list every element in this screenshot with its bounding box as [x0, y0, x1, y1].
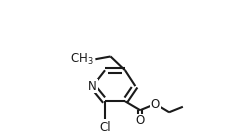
Text: O: O	[136, 114, 145, 127]
Text: Cl: Cl	[99, 121, 111, 134]
Text: N: N	[88, 80, 97, 93]
Text: CH$_3$: CH$_3$	[70, 52, 93, 67]
Text: O: O	[151, 98, 160, 111]
